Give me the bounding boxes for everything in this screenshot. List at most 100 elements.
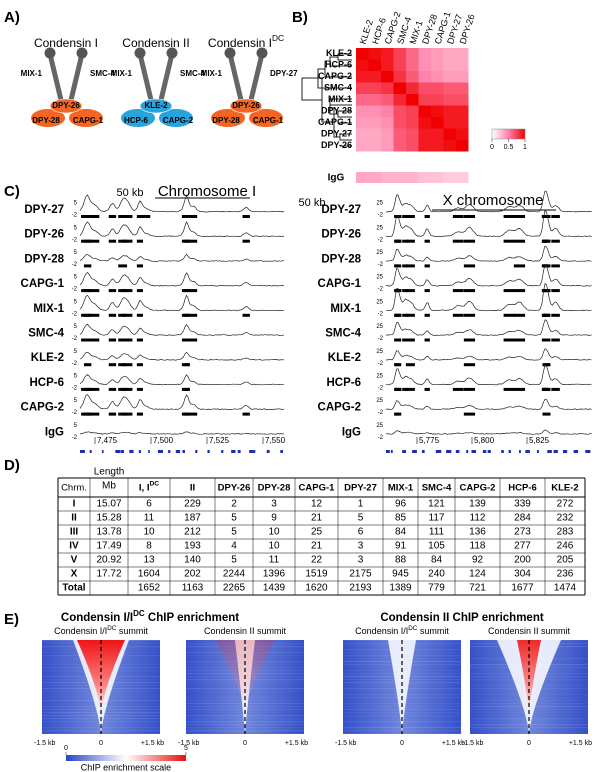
track-label: CAPG-2 xyxy=(318,402,361,414)
gene-model xyxy=(115,450,121,453)
table-cell: 284 xyxy=(514,513,531,524)
heat-subunit xyxy=(159,109,193,127)
peak-call xyxy=(503,215,515,218)
table-cell: 11 xyxy=(269,555,280,566)
heatmap-cell xyxy=(381,140,394,152)
igg-cell xyxy=(406,172,419,183)
peak-call xyxy=(542,338,549,342)
heatmap-cell xyxy=(368,117,381,129)
text-part: CAPG-1 xyxy=(299,482,336,493)
gene-model xyxy=(471,450,476,453)
table-cell: 1389 xyxy=(389,583,412,594)
chip-track xyxy=(385,282,592,312)
table-cell: 193 xyxy=(184,541,201,552)
track-label: KLE-2 xyxy=(31,352,64,364)
chip-track xyxy=(79,351,285,361)
table-cell: 1519 xyxy=(305,569,328,580)
heatmap-cell xyxy=(418,94,431,106)
peak-call xyxy=(452,215,464,218)
column-header: I, IDC xyxy=(139,481,159,493)
table-cell: 105 xyxy=(428,541,445,552)
subunit-label: CAPG-2 xyxy=(163,116,194,125)
heatmap-cell xyxy=(356,105,369,117)
peak-call xyxy=(513,338,526,342)
peak-call xyxy=(242,215,250,218)
peak-call xyxy=(405,215,415,218)
peak-call xyxy=(189,412,198,416)
peak-call xyxy=(394,338,399,342)
smc-rod xyxy=(248,51,265,103)
heatmap-cell xyxy=(443,71,456,83)
peak-call xyxy=(513,289,526,293)
row-label: MIX-1 xyxy=(328,94,352,104)
table-cell: 246 xyxy=(557,541,574,552)
heatmap-cell xyxy=(368,140,381,152)
gene-model xyxy=(253,450,256,453)
heatmap-cell xyxy=(393,117,406,129)
panel-label: D) xyxy=(4,457,20,474)
table-cell: 10 xyxy=(268,527,280,538)
heatmap-cell xyxy=(393,105,406,117)
column-header: DPY-28 xyxy=(258,482,291,493)
smc-rod xyxy=(47,51,64,103)
gene-model xyxy=(536,450,539,453)
gene-model xyxy=(487,450,491,453)
text-part: DC xyxy=(272,33,284,43)
peak-call xyxy=(513,387,526,391)
peak-call xyxy=(551,387,560,391)
peak-call xyxy=(122,289,133,293)
table-cell: 1620 xyxy=(305,583,328,594)
track-scale: -2 xyxy=(72,311,78,317)
table-cell: 96 xyxy=(395,499,407,510)
peak-call xyxy=(136,289,143,293)
subunit-label: DPY-26 xyxy=(52,101,80,110)
heatmap-cell xyxy=(443,94,456,106)
peak-call xyxy=(503,313,515,317)
table-cell: 1163 xyxy=(182,583,204,594)
subunit-label: CAPG-1 xyxy=(253,116,284,125)
scale-tick-label: 1 xyxy=(523,144,527,151)
track-label: SMC-4 xyxy=(28,328,64,340)
smc-head xyxy=(224,47,236,59)
heatmap-cell xyxy=(418,117,431,129)
x-axis-label: -1.5 kb xyxy=(34,740,56,747)
peak-call xyxy=(136,412,143,416)
peak-call xyxy=(463,338,476,342)
heatmap-cell xyxy=(431,140,444,152)
track-scale: 25 xyxy=(376,201,383,207)
heatmap-cell xyxy=(418,71,431,83)
table-cell: 205 xyxy=(557,555,574,566)
heatmap-cell xyxy=(406,59,419,71)
text-part: II xyxy=(190,482,195,493)
gene-model xyxy=(182,450,185,453)
table-cell: 85 xyxy=(395,513,407,524)
table-cell: 13.78 xyxy=(96,527,121,538)
peak-call xyxy=(542,289,549,293)
peak-call xyxy=(184,412,190,416)
x-axis-label: 0 xyxy=(243,740,247,747)
peak-call xyxy=(118,412,128,416)
peak-call xyxy=(551,239,560,243)
heat-subunit xyxy=(249,109,283,127)
peak-call xyxy=(424,239,430,243)
track-scale: -2 xyxy=(378,435,384,441)
x-axis-label: +1.5 kb xyxy=(141,740,164,747)
table-cell: 1439 xyxy=(263,583,286,594)
heatmap-cell xyxy=(356,94,369,106)
table-cell: 10 xyxy=(268,541,280,552)
heatmap-cell xyxy=(381,82,394,94)
track-label: HCP-6 xyxy=(29,377,64,389)
peak-call xyxy=(394,313,399,317)
chip-track xyxy=(385,398,592,410)
gene-model xyxy=(390,450,393,453)
text-part: CAPG-2 xyxy=(460,482,496,493)
peak-call xyxy=(452,387,464,391)
peak-call xyxy=(463,313,476,317)
peak-call xyxy=(122,387,133,391)
peak-call xyxy=(118,313,128,317)
peak-call xyxy=(189,289,198,293)
peak-call xyxy=(242,412,250,416)
peak-call xyxy=(424,264,430,268)
